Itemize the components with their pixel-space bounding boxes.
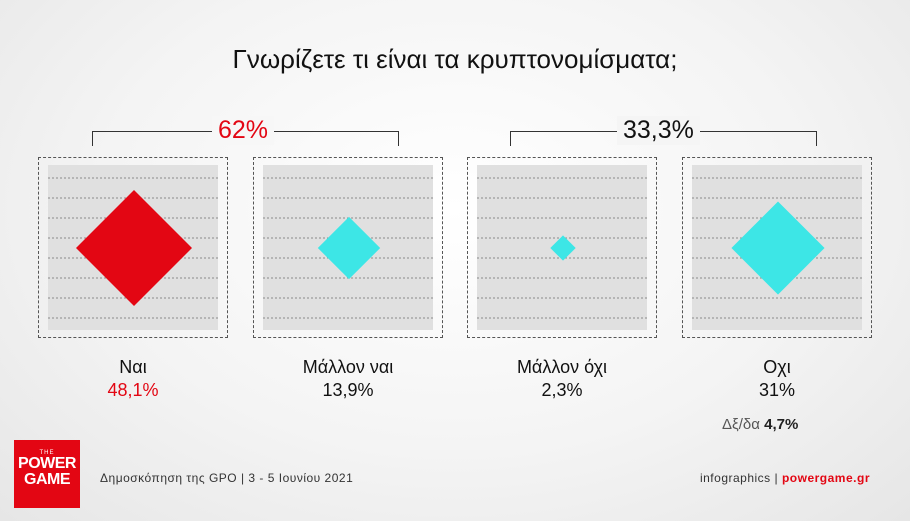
value-label-4: 31% <box>758 380 796 400</box>
chart-panel-1 <box>38 157 228 338</box>
chart-panel-2 <box>253 157 443 338</box>
group-label-left: 62% <box>212 116 275 145</box>
value-label-1: 48,1% <box>107 380 159 400</box>
category-label-2: Μάλλον ναι <box>302 357 394 377</box>
diamond-mark-1 <box>76 190 192 306</box>
powergame-logo: THE POWER GAME <box>14 440 80 508</box>
diamond-mark-3 <box>550 235 576 261</box>
category-label-4: Οχι <box>763 357 791 377</box>
chart-title: Γνωρίζετε τι είναι τα κρυπτονομίσματα; <box>232 44 678 74</box>
dont-know-note: Δξ/δα 4,7% <box>722 416 799 433</box>
value-label-3: 2,3% <box>541 380 583 400</box>
category-label-1: Ναι <box>119 357 147 377</box>
chart-panel-3 <box>467 157 657 338</box>
category-label-3: Μάλλον όχι <box>516 357 608 377</box>
value-label-2: 13,9% <box>322 380 374 400</box>
group-label-right: 33,3% <box>617 116 700 145</box>
diamond-mark-2 <box>317 216 381 280</box>
source-text: Δημοσκόπηση της GPO | 3 - 5 Ιουνίου 2021 <box>100 471 354 485</box>
diamond-mark-4 <box>731 201 825 295</box>
chart-panel-4 <box>682 157 872 338</box>
credit-text: infographics | powergame.gr <box>699 471 870 485</box>
